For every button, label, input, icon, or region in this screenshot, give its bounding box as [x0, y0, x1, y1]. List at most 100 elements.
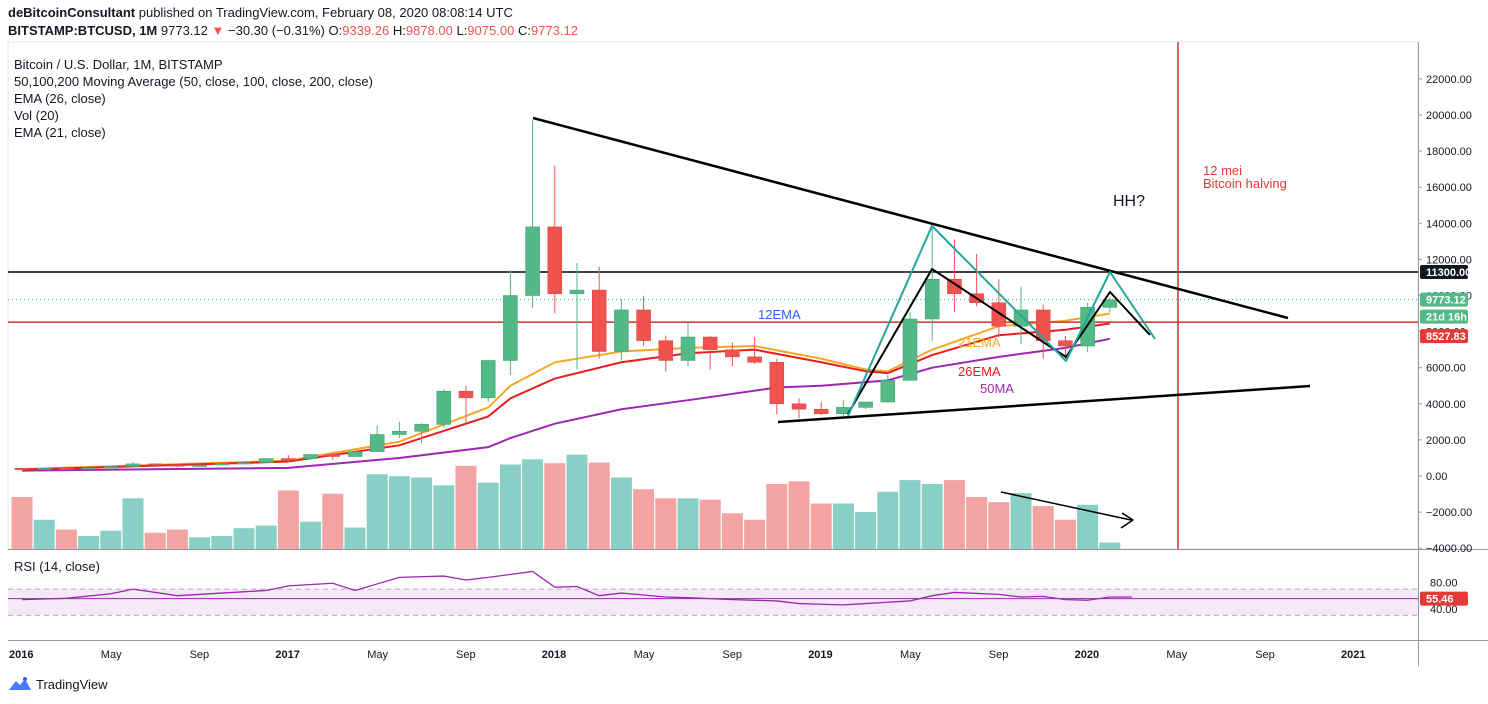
volume-bar	[1099, 542, 1121, 549]
last-price: 9773.12	[160, 23, 208, 38]
x-tick-label: Sep	[989, 649, 1009, 661]
indicator-legend: Bitcoin / U.S. Dollar, 1M, BITSTAMP 50,1…	[14, 56, 373, 141]
candlesticks[interactable]	[14, 120, 1118, 470]
candle-body	[214, 463, 230, 466]
hh-label: HH?	[1113, 193, 1145, 210]
candle-body	[458, 390, 474, 399]
rsi-value-tag: 55.46	[1426, 594, 1454, 606]
candle-body	[347, 451, 363, 457]
volume-bar	[300, 521, 322, 549]
volume-bar	[366, 474, 388, 549]
candle-body	[436, 390, 452, 425]
candle-body	[991, 302, 1007, 327]
legend-ema21[interactable]: EMA (21, close)	[14, 125, 106, 140]
last-price-tag: 9773.12	[1426, 295, 1466, 307]
candle-body	[325, 454, 341, 457]
volume-bar	[677, 498, 699, 549]
volume-bar	[744, 519, 766, 549]
volume-bar	[832, 503, 854, 549]
legend-ema26[interactable]: EMA (26, close)	[14, 91, 106, 106]
x-tick-label: May	[101, 649, 122, 661]
symbol-name: BITSTAMP:BTCUSD, 1M	[8, 23, 158, 38]
high-value: 9878.00	[405, 23, 453, 38]
y-tick-label: 20000.00	[1426, 110, 1472, 122]
rsi-tick-label: 80.00	[1430, 578, 1458, 590]
indicator-lines	[8, 42, 1418, 549]
volume-bar	[943, 480, 965, 549]
volume-bar	[766, 484, 788, 549]
countdown-tag: 21d 16h	[1426, 312, 1467, 324]
volume-bar	[388, 476, 410, 549]
candle-body	[702, 336, 718, 350]
volume-bar	[100, 530, 122, 549]
volume-bar	[877, 491, 899, 549]
volume-bar	[566, 454, 588, 549]
legend-moving-average[interactable]: 50,100,200 Moving Average (50, close, 10…	[14, 74, 373, 89]
candle-body	[902, 318, 918, 381]
volume-bar	[477, 482, 499, 549]
y-tick-label: 18000.00	[1426, 146, 1472, 158]
published-text: published on TradingView.com, February 0…	[138, 5, 513, 20]
volume-bar	[921, 484, 943, 549]
last-price-tag-bg	[1420, 292, 1468, 307]
x-tick-label: 2020	[1075, 649, 1099, 661]
volume-bar	[788, 481, 810, 549]
tradingview-footer[interactable]: TradingView	[8, 676, 108, 692]
x-tick-label: May	[367, 649, 388, 661]
ma50-label: 50MA	[980, 381, 1014, 396]
close-label: C:	[517, 23, 531, 38]
candle-body	[414, 424, 429, 432]
low-label: L:	[456, 23, 468, 38]
open-value: 9339.26	[342, 23, 390, 38]
symbol-line: BITSTAMP:BTCUSD, 1M 9773.12 ▼ −30.30 (−0…	[8, 23, 578, 38]
candle-body	[725, 349, 740, 358]
tradingview-logo-icon	[9, 677, 31, 690]
price-axis[interactable]: 22000.00 20000.00 18000.00 16000.00 14000.00…	[9, 74, 1472, 661]
legend-symbol[interactable]: Bitcoin / U.S. Dollar, 1M, BITSTAMP	[14, 57, 223, 72]
volume-bar	[588, 462, 610, 549]
ma50-line	[21, 337, 1110, 472]
x-tick-label: 2017	[275, 649, 299, 661]
rsi-legend[interactable]: RSI (14, close)	[14, 559, 100, 574]
x-tick-label: Sep	[722, 649, 742, 661]
trendline-drawings[interactable]	[532, 116, 1311, 529]
candle-body	[281, 458, 296, 461]
volume-bar	[1077, 504, 1099, 549]
resistance-price-tag-bg	[1420, 265, 1468, 280]
candle-body	[103, 466, 119, 469]
rsi-line	[21, 570, 1132, 606]
y-tick-label: 16000.00	[1426, 182, 1472, 194]
x-tick-label: 2019	[808, 649, 832, 661]
volume-bars	[11, 454, 1121, 549]
y-tick-label: −2000.00	[1426, 507, 1472, 519]
candle-body	[1058, 340, 1073, 347]
candle-body	[1013, 309, 1029, 327]
candle-body	[947, 279, 962, 294]
volume-bar	[499, 464, 521, 549]
rsi-value-tag-bg	[1420, 591, 1468, 606]
candle-body	[480, 360, 496, 399]
volume-bar	[277, 490, 299, 549]
w-pattern-black	[847, 268, 1151, 415]
volume-bar	[610, 477, 632, 549]
volume-bar	[544, 463, 566, 549]
open-label: O:	[328, 23, 343, 38]
candle-body	[1035, 309, 1051, 341]
y-tick-label: −4000.00	[1426, 543, 1472, 555]
ema26-line	[21, 322, 1110, 471]
author-name[interactable]: deBitcoinConsultant	[8, 5, 136, 20]
volume-bar	[55, 529, 77, 549]
legend-volume[interactable]: Vol (20)	[14, 108, 59, 123]
volume-bar	[433, 485, 455, 549]
ascending-trendline	[777, 384, 1311, 424]
volume-bar	[189, 537, 211, 549]
candle-body	[880, 380, 896, 403]
volume-bar	[78, 536, 100, 549]
y-tick-label: 0.00	[1426, 471, 1447, 483]
volume-bar	[721, 513, 743, 549]
y-tick-label: 6000.00	[1426, 363, 1466, 375]
candle-body	[525, 226, 540, 296]
price-change: −30.30 (−0.31%)	[228, 23, 325, 38]
